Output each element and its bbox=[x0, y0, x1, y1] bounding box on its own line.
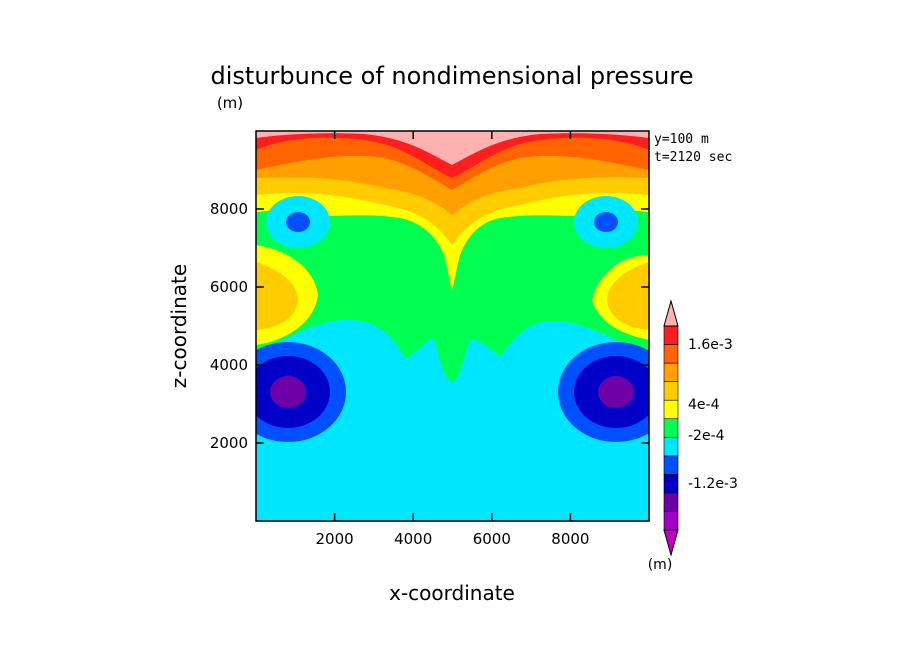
y-tick-label: 2000 bbox=[210, 434, 248, 452]
x-tick-label: 2000 bbox=[316, 530, 354, 548]
annotation-y: y=100 m bbox=[654, 132, 709, 147]
colorbar-band bbox=[663, 344, 679, 364]
contour-field bbox=[256, 131, 649, 521]
colorbar-band bbox=[663, 455, 679, 475]
colorbar-tick-label: -2e-4 bbox=[688, 428, 725, 444]
colorbar-lower-arrow bbox=[663, 529, 679, 557]
colorbar-tick-label: 1.6e-3 bbox=[688, 337, 733, 353]
colorbar: 1.6e-3 4e-4 -2e-4 -1.2e-3 bbox=[663, 299, 738, 557]
colorbar-band bbox=[663, 474, 679, 494]
colorbar-unit-label: (m) bbox=[648, 557, 673, 573]
band-gold-left bbox=[256, 262, 298, 330]
colorbar-tick-label: -1.2e-3 bbox=[688, 476, 738, 492]
upper-left-blue-vortex bbox=[286, 212, 310, 232]
y-tick-label: 6000 bbox=[210, 278, 248, 296]
x-axis-label: x-coordinate bbox=[389, 581, 515, 605]
colorbar-band bbox=[663, 418, 679, 438]
colorbar-band bbox=[663, 511, 679, 531]
axes: 2000 4000 6000 8000 2000 4000 6000 8000 bbox=[210, 131, 649, 548]
y-unit-label: (m) bbox=[217, 94, 243, 112]
annotation-t: t=2120 sec bbox=[654, 150, 732, 165]
y-axis-label: z-coordinate bbox=[167, 264, 191, 388]
band-gold-right bbox=[607, 262, 649, 330]
band-yellow bbox=[256, 131, 649, 340]
x-tick-label: 6000 bbox=[473, 530, 511, 548]
chart-title: disturbunce of nondimensional pressure bbox=[211, 62, 694, 90]
colorbar-band bbox=[663, 492, 679, 512]
lower-right-purple-vortex bbox=[598, 376, 634, 408]
colorbar-band bbox=[663, 399, 679, 420]
plot-frame bbox=[255, 130, 650, 522]
upper-right-blue-vortex bbox=[594, 212, 618, 232]
y-tick-label: 8000 bbox=[210, 200, 248, 218]
colorbar-upper-arrow bbox=[663, 299, 679, 327]
colorbar-band bbox=[663, 381, 679, 401]
lower-left-purple-vortex bbox=[270, 376, 306, 408]
band-pink bbox=[256, 131, 649, 165]
colorbar-band bbox=[663, 362, 679, 382]
colorbar-band bbox=[663, 436, 679, 457]
x-tick-label: 8000 bbox=[551, 530, 589, 548]
colorbar-band bbox=[663, 325, 679, 345]
y-tick-label: 4000 bbox=[210, 356, 248, 374]
colorbar-tick-label: 4e-4 bbox=[688, 397, 720, 413]
x-tick-label: 4000 bbox=[394, 530, 432, 548]
